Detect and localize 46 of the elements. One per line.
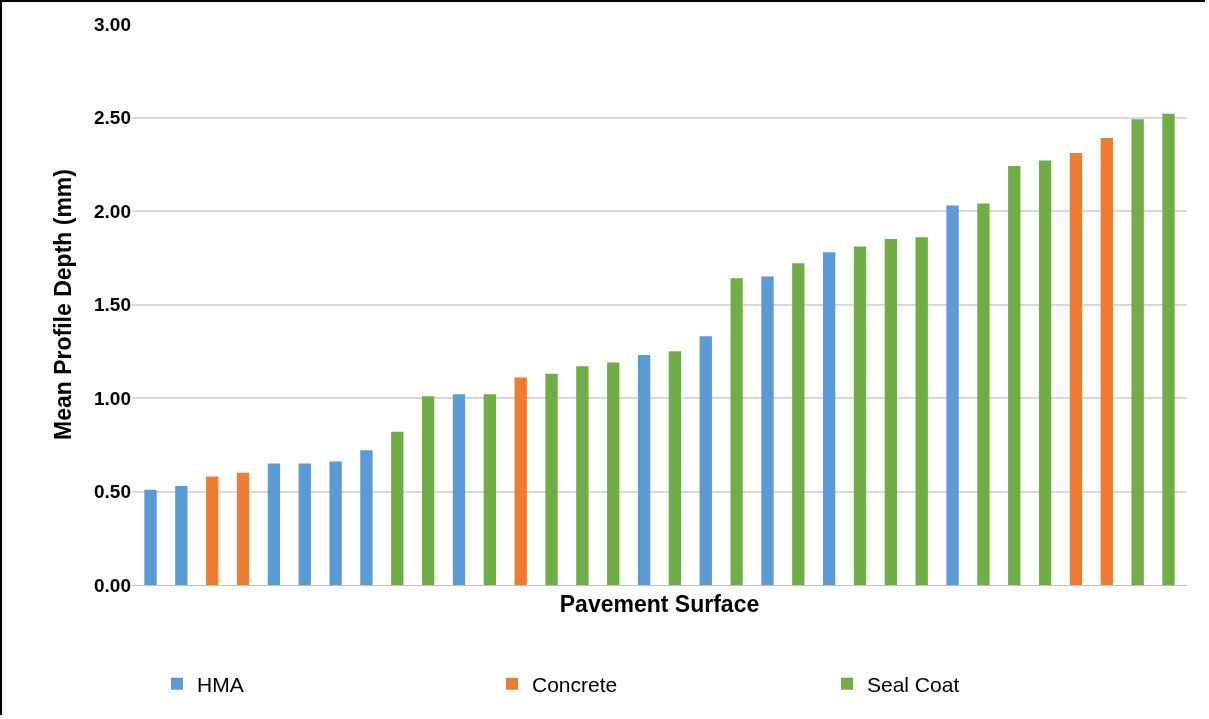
legend-label: Seal Coat bbox=[867, 672, 960, 696]
bar bbox=[1100, 138, 1113, 585]
bar bbox=[1162, 113, 1175, 585]
bar bbox=[1008, 166, 1021, 585]
bar bbox=[977, 203, 990, 585]
bar bbox=[206, 476, 219, 585]
bar bbox=[792, 263, 805, 585]
bar bbox=[822, 252, 836, 585]
bar bbox=[329, 461, 342, 585]
y-axis-title: Mean Profile Depth (mm) bbox=[50, 169, 77, 440]
bar bbox=[1069, 153, 1083, 585]
x-axis-title: Pavement Surface bbox=[559, 590, 760, 617]
bar bbox=[730, 278, 743, 585]
y-tick-label: 1.50 bbox=[94, 294, 131, 316]
legend-label: Concrete bbox=[532, 672, 618, 696]
bar bbox=[391, 431, 404, 585]
bar bbox=[236, 472, 250, 585]
y-tick-label: 3.00 bbox=[94, 13, 131, 35]
y-tick-label: 0.50 bbox=[94, 481, 131, 503]
bar bbox=[545, 373, 558, 585]
bar bbox=[483, 394, 497, 585]
y-tick-label: 1.00 bbox=[94, 387, 131, 409]
bar bbox=[267, 463, 281, 585]
bar bbox=[144, 489, 157, 585]
y-tick-label: 2.00 bbox=[94, 200, 131, 222]
bar bbox=[1038, 160, 1052, 585]
bar bbox=[668, 351, 682, 585]
bar bbox=[607, 362, 620, 585]
bar bbox=[946, 205, 959, 585]
bar bbox=[884, 239, 898, 585]
bar bbox=[637, 354, 651, 585]
bar bbox=[699, 336, 712, 585]
bar bbox=[853, 246, 867, 585]
bar bbox=[761, 276, 774, 585]
y-tick-label: 0.00 bbox=[94, 574, 131, 596]
y-tick-label: 2.50 bbox=[94, 107, 131, 129]
bar bbox=[360, 450, 373, 585]
bar bbox=[452, 394, 466, 585]
bar bbox=[576, 366, 589, 585]
bar bbox=[421, 396, 435, 585]
bar bbox=[175, 485, 188, 585]
legend-label: HMA bbox=[197, 672, 244, 696]
bar bbox=[1131, 119, 1144, 585]
bar bbox=[915, 237, 928, 585]
bar bbox=[514, 377, 527, 585]
bar bbox=[298, 463, 311, 585]
